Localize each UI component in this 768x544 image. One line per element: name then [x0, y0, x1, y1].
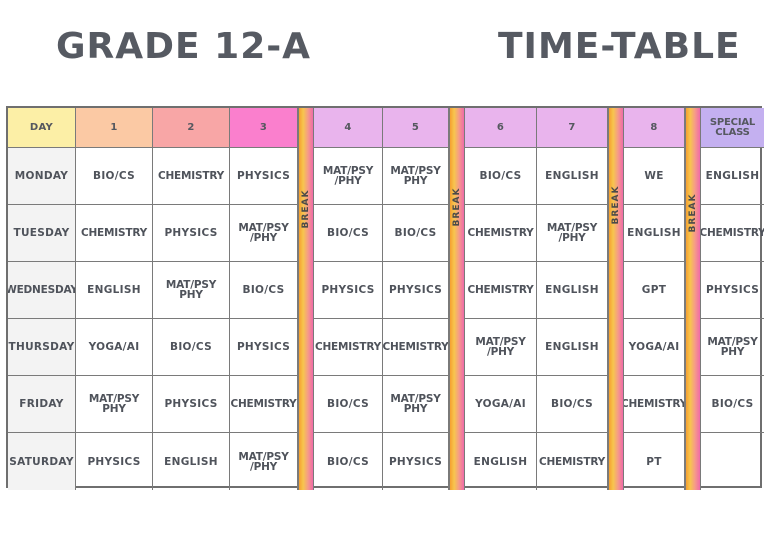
subject-cell: MAT/PSY PHY — [701, 319, 764, 376]
subject-cell: CHEMISTRY — [314, 319, 383, 376]
day-label-tuesday: TUESDAY — [8, 205, 76, 262]
header-period-1: 1 — [76, 108, 153, 148]
subject-cell: WE — [624, 148, 685, 205]
break-column: BREAK — [685, 108, 701, 490]
break-label: BREAK — [452, 187, 462, 227]
subject-cell: PT — [624, 433, 685, 490]
break-column: BREAK — [449, 108, 465, 490]
subject-cell: ENGLISH — [624, 205, 685, 262]
subject-cell: CHEMISTRY — [537, 433, 608, 490]
subject-cell: BIO/CS — [314, 433, 383, 490]
subject-cell: MAT/PSY PHY — [76, 376, 153, 433]
subject-cell: BIO/CS — [230, 262, 298, 319]
subject-cell: PHYSICS — [76, 433, 153, 490]
subject-cell: BIO/CS — [383, 205, 449, 262]
page-subtitle: TIME-TABLE — [498, 26, 741, 67]
subject-cell: PHYSICS — [383, 433, 449, 490]
day-label-monday: MONDAY — [8, 148, 76, 205]
break-column: BREAK — [298, 108, 314, 490]
subject-cell: BIO/CS — [314, 376, 383, 433]
subject-cell: PHYSICS — [153, 376, 230, 433]
subject-cell: ENGLISH — [153, 433, 230, 490]
subject-cell: YOGA/AI — [465, 376, 537, 433]
subject-cell: CHEMISTRY — [624, 376, 685, 433]
break-label: BREAK — [611, 185, 621, 225]
break-label: BREAK — [301, 189, 311, 229]
subject-cell: MAT/PSY /PHY — [465, 319, 537, 376]
page-title: GRADE 12-A — [56, 26, 312, 67]
header-period-7: 7 — [537, 108, 608, 148]
subject-cell: BIO/CS — [465, 148, 537, 205]
day-label-wednesday: WEDNESDAY — [8, 262, 76, 319]
subject-cell: BIO/CS — [701, 376, 764, 433]
subject-cell: PHYSICS — [153, 205, 230, 262]
header-period-8: 8 — [624, 108, 685, 148]
subject-cell: ENGLISH — [701, 148, 764, 205]
subject-cell: PHYSICS — [230, 319, 298, 376]
subject-cell: BIO/CS — [314, 205, 383, 262]
subject-cell: CHEMISTRY — [230, 376, 298, 433]
subject-cell: CHEMISTRY — [701, 205, 764, 262]
subject-cell: CHEMISTRY — [383, 319, 449, 376]
subject-cell: MAT/PSY /PHY — [230, 433, 298, 490]
subject-cell: MAT/PSY PHY — [383, 148, 449, 205]
header-special-class: SPECIAL CLASS — [701, 108, 764, 148]
subject-cell: BIO/CS — [153, 319, 230, 376]
header-period-4: 4 — [314, 108, 383, 148]
header-period-2: 2 — [153, 108, 230, 148]
subject-cell: CHEMISTRY — [153, 148, 230, 205]
subject-cell: MAT/PSY /PHY — [537, 205, 608, 262]
subject-cell: CHEMISTRY — [465, 262, 537, 319]
subject-cell: ENGLISH — [76, 262, 153, 319]
subject-cell: ENGLISH — [465, 433, 537, 490]
subject-cell: PHYSICS — [383, 262, 449, 319]
subject-cell: BIO/CS — [537, 376, 608, 433]
subject-cell: PHYSICS — [314, 262, 383, 319]
header-day: DAY — [8, 108, 76, 148]
subject-cell: CHEMISTRY — [76, 205, 153, 262]
break-label: BREAK — [688, 193, 698, 233]
subject-cell: PHYSICS — [230, 148, 298, 205]
subject-cell: ENGLISH — [537, 319, 608, 376]
subject-cell: ENGLISH — [537, 148, 608, 205]
day-label-saturday: SATURDAY — [8, 433, 76, 490]
break-column: BREAK — [608, 108, 624, 490]
subject-cell: PHYSICS — [701, 262, 764, 319]
timetable-grid: DAY 1 2 3 4 5 6 7 8 SPECIAL CLASS MONDAY BIO/CS CHEM… — [6, 106, 764, 490]
header-period-3: 3 — [230, 108, 298, 148]
subject-cell — [701, 433, 764, 490]
subject-cell: CHEMISTRY — [465, 205, 537, 262]
subject-cell: MAT/PSY PHY — [153, 262, 230, 319]
subject-cell: MAT/PSY PHY — [383, 376, 449, 433]
day-label-thursday: THURSDAY — [8, 319, 76, 376]
subject-cell: GPT — [624, 262, 685, 319]
subject-cell: MAT/PSY /PHY — [314, 148, 383, 205]
header-period-6: 6 — [465, 108, 537, 148]
subject-cell: MAT/PSY /PHY — [230, 205, 298, 262]
header-period-5: 5 — [383, 108, 449, 148]
subject-cell: YOGA/AI — [76, 319, 153, 376]
subject-cell: ENGLISH — [537, 262, 608, 319]
subject-cell: YOGA/AI — [624, 319, 685, 376]
day-label-friday: FRIDAY — [8, 376, 76, 433]
subject-cell: BIO/CS — [76, 148, 153, 205]
